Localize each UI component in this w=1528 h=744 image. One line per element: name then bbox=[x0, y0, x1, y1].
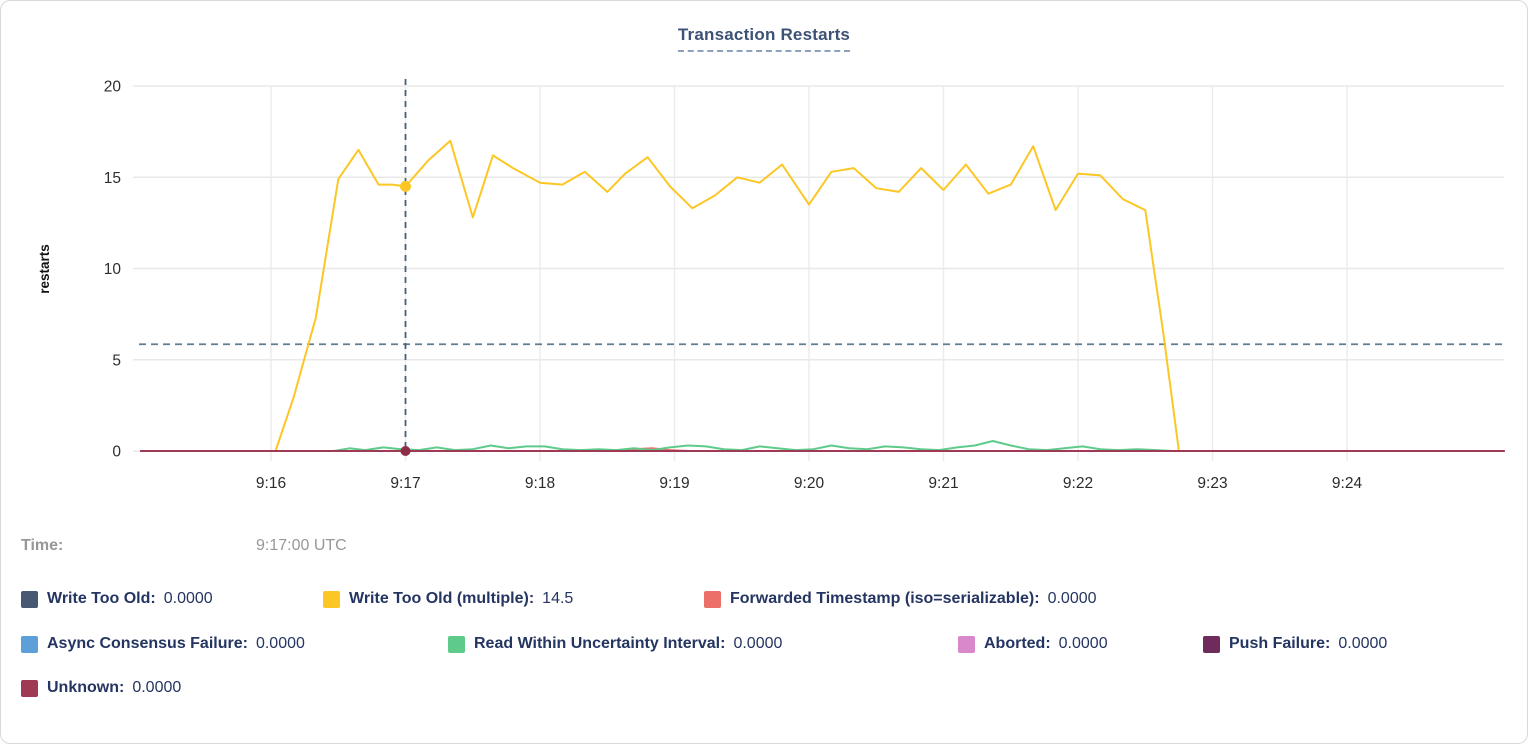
legend-value: 0.0000 bbox=[1047, 590, 1097, 607]
chart-title[interactable]: Transaction Restarts bbox=[677, 25, 851, 52]
legend-item-async-consensus-failure: Async Consensus Failure: 0.0000 bbox=[21, 635, 305, 653]
legend-item-forwarded-timestamp: Forwarded Timestamp (iso=serializable): … bbox=[704, 590, 1097, 608]
legend-value: 0.0000 bbox=[1338, 635, 1388, 652]
legend-value: 0.0000 bbox=[733, 635, 783, 652]
legend-swatch-forwarded-timestamp bbox=[704, 590, 721, 608]
svg-text:restarts: restarts bbox=[37, 244, 52, 294]
legend-item-push-failure: Push Failure: 0.0000 bbox=[1203, 635, 1387, 653]
legend-value: 0.0000 bbox=[255, 635, 305, 652]
legend-swatch-read-within-uncertainty bbox=[448, 635, 465, 653]
legend-item-aborted: Aborted: 0.0000 bbox=[958, 635, 1108, 653]
legend-swatch-write-too-old bbox=[21, 590, 38, 608]
legend-label: Write Too Old (multiple): bbox=[349, 590, 535, 607]
chart-title-row: Transaction Restarts bbox=[1, 25, 1527, 52]
legend-item-write-too-old-multiple: Write Too Old (multiple): 14.5 bbox=[323, 590, 573, 608]
svg-text:9:18: 9:18 bbox=[525, 475, 555, 492]
legend-label: Unknown: bbox=[47, 679, 125, 696]
svg-text:9:16: 9:16 bbox=[256, 475, 286, 492]
svg-text:9:21: 9:21 bbox=[928, 475, 958, 492]
svg-text:9:23: 9:23 bbox=[1197, 475, 1227, 492]
svg-text:9:17: 9:17 bbox=[390, 475, 420, 492]
svg-text:10: 10 bbox=[104, 261, 122, 278]
legend-label: Async Consensus Failure: bbox=[47, 635, 248, 652]
legend-swatch-push-failure bbox=[1203, 635, 1220, 653]
legend-item-unknown: Unknown: 0.0000 bbox=[21, 679, 181, 697]
svg-text:9:24: 9:24 bbox=[1332, 475, 1363, 492]
legend-value: 14.5 bbox=[542, 590, 574, 607]
svg-text:15: 15 bbox=[104, 170, 121, 187]
legend-item-write-too-old: Write Too Old: 0.0000 bbox=[21, 590, 213, 608]
time-label: Time: bbox=[21, 537, 64, 554]
svg-text:5: 5 bbox=[112, 352, 121, 369]
legend-swatch-write-too-old-multiple bbox=[323, 590, 340, 608]
legend-item-read-within-uncertainty: Read Within Uncertainty Interval: 0.0000 bbox=[448, 635, 782, 653]
legend-swatch-unknown bbox=[21, 679, 38, 697]
svg-text:20: 20 bbox=[104, 79, 122, 96]
svg-text:9:19: 9:19 bbox=[659, 475, 689, 492]
legend-swatch-aborted bbox=[958, 635, 975, 653]
svg-text:9:20: 9:20 bbox=[794, 475, 825, 492]
legend-label: Write Too Old: bbox=[47, 590, 156, 607]
legend-swatch-async-consensus-failure bbox=[21, 635, 38, 653]
legend-value: 0.0000 bbox=[1058, 635, 1108, 652]
legend-value: 0.0000 bbox=[163, 590, 213, 607]
legend-value: 0.0000 bbox=[132, 679, 182, 696]
transaction-restarts-line-chart[interactable]: 0 5 10 15 20 9:16 9:17 9:18 9:19 9:20 9:21 9:22 9:23… bbox=[1, 1, 1528, 521]
legend-label: Aborted: bbox=[984, 635, 1051, 652]
time-value: 9:17:00 UTC bbox=[256, 537, 347, 554]
legend-label: Read Within Uncertainty Interval: bbox=[474, 635, 726, 652]
svg-text:0: 0 bbox=[112, 444, 121, 461]
legend-label: Forwarded Timestamp (iso=serializable): bbox=[730, 590, 1040, 607]
legend-label: Push Failure: bbox=[1229, 635, 1331, 652]
svg-text:9:22: 9:22 bbox=[1063, 475, 1093, 492]
